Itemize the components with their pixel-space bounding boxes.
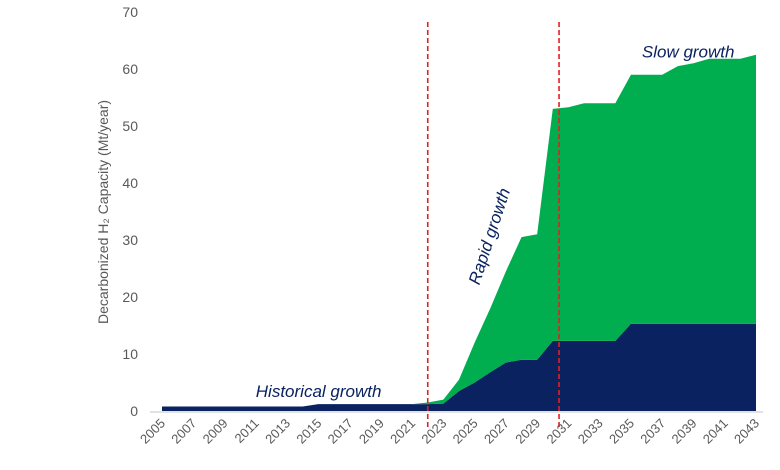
x-tick-label: 2037 <box>637 416 668 447</box>
area-series-2 <box>162 54 756 407</box>
annotation-slow-growth: Slow growth <box>642 43 735 62</box>
x-tick-label: 2009 <box>200 416 231 447</box>
reference-lines <box>426 22 560 430</box>
y-axis-title: Decarbonized H₂ Capacity (Mt/year) <box>95 100 111 324</box>
area-series-1 <box>162 323 756 411</box>
y-tick-label: 70 <box>122 4 138 20</box>
y-tick-label: 50 <box>122 118 138 134</box>
x-tick-label: 2041 <box>700 416 731 447</box>
x-tick-label: 2013 <box>262 416 293 447</box>
x-tick-label: 2031 <box>543 416 574 447</box>
x-tick-label: 2043 <box>731 416 762 447</box>
y-tick-label: 10 <box>122 346 138 362</box>
x-tick-label: 2011 <box>232 416 262 446</box>
x-tick-label: 2035 <box>606 416 637 447</box>
areas <box>162 54 756 411</box>
x-tick-label: 2029 <box>512 416 543 447</box>
x-tick-label: 2033 <box>575 416 606 447</box>
x-tick-label: 2019 <box>356 416 387 447</box>
y-tick-label: 0 <box>130 403 138 419</box>
x-tick-labels: 2005 2007 2009 2011 2013 2015 2017 2019 2021 2023… <box>137 416 762 447</box>
y-tick-label: 30 <box>122 232 138 248</box>
x-tick-label: 2015 <box>293 416 324 447</box>
x-tick-label: 2021 <box>387 416 418 447</box>
x-tick-label: 2023 <box>418 416 449 447</box>
y-tick-label: 20 <box>122 289 138 305</box>
y-tick-labels: 0 10 20 30 40 50 60 70 <box>122 4 138 419</box>
annotation-historical-growth: Historical growth <box>256 382 382 401</box>
y-tick-label: 60 <box>122 61 138 77</box>
x-tick-label: 2025 <box>450 416 481 447</box>
x-tick-label: 2007 <box>168 416 199 447</box>
x-tick-label: 2027 <box>481 416 512 447</box>
y-tick-label: 40 <box>122 175 138 191</box>
x-tick-label: 2017 <box>325 416 356 447</box>
x-tick-label: 2005 <box>137 416 168 447</box>
x-tick-label: 2039 <box>669 416 700 447</box>
